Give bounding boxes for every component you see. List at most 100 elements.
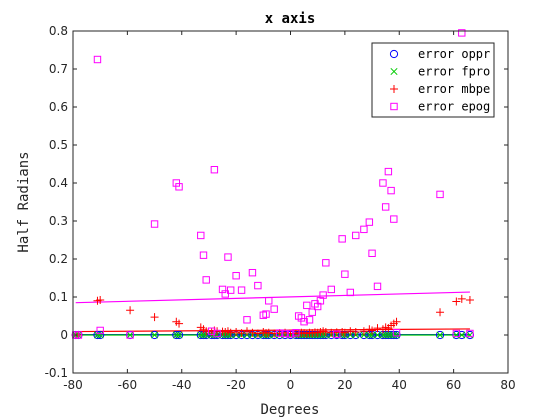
data-point <box>392 317 401 326</box>
data-point <box>172 331 180 339</box>
data-point <box>265 297 273 305</box>
data-point <box>365 218 374 226</box>
data-point <box>248 268 257 277</box>
legend-label: error epog <box>418 100 490 114</box>
data-point <box>435 330 445 340</box>
data-point <box>270 305 278 313</box>
data-point <box>308 308 316 316</box>
data-point <box>199 331 208 339</box>
legend-box <box>371 42 495 118</box>
data-point <box>458 29 466 37</box>
data-point <box>436 331 444 339</box>
data-point <box>199 251 208 259</box>
y-tick-label: 0.1 <box>49 290 68 304</box>
data-point <box>379 331 387 339</box>
x-axis-label: Degrees <box>260 402 319 418</box>
data-point <box>150 313 159 322</box>
x-tick-label: 40 <box>392 378 407 392</box>
data-point <box>346 327 355 336</box>
data-point <box>392 329 401 337</box>
data-point <box>321 327 330 336</box>
data-point <box>340 328 349 337</box>
data-point <box>305 316 314 324</box>
data-point <box>96 330 105 340</box>
data-point <box>151 331 159 339</box>
data-point <box>387 186 395 195</box>
data-point <box>436 190 444 199</box>
data-point <box>465 296 474 305</box>
data-point <box>210 166 219 174</box>
x-tick-label: -20 <box>226 378 246 392</box>
data-point <box>327 285 335 294</box>
data-point <box>254 281 262 290</box>
data-point <box>93 331 102 339</box>
data-point <box>207 327 216 335</box>
data-point <box>346 288 355 297</box>
data-point <box>232 272 240 280</box>
data-point <box>457 294 466 303</box>
data-point <box>351 327 360 336</box>
y-tick-label: 0.2 <box>49 252 68 266</box>
data-point <box>457 330 466 340</box>
data-point <box>232 327 241 336</box>
series-markers <box>72 29 474 339</box>
data-point <box>452 297 461 306</box>
data-point <box>379 179 387 187</box>
y-tick-label: 0 <box>60 328 68 342</box>
data-point <box>237 286 246 294</box>
data-point <box>172 330 181 340</box>
data-point <box>96 296 105 305</box>
x-tick-label: -80 <box>63 378 83 392</box>
legend-label: error mbpe <box>418 82 490 96</box>
data-point <box>126 331 134 339</box>
data-point <box>384 331 392 339</box>
data-point <box>368 331 376 339</box>
y-tick-label: 0.3 <box>49 214 68 228</box>
legend-label: error oppr <box>418 47 490 61</box>
data-point <box>126 331 134 339</box>
y-tick-label: -0.1 <box>45 366 68 380</box>
data-point <box>390 215 398 223</box>
data-point <box>221 290 229 298</box>
data-point <box>281 329 289 338</box>
data-point <box>93 55 102 64</box>
data-point <box>264 328 273 337</box>
data-point <box>333 330 341 338</box>
data-point <box>253 329 262 338</box>
data-point <box>352 231 360 240</box>
data-point <box>243 327 251 336</box>
data-point <box>197 331 205 339</box>
data-point <box>368 326 377 335</box>
data-point <box>197 231 205 240</box>
data-point <box>224 253 232 261</box>
x-tick-label: -60 <box>118 378 138 392</box>
legend-items: error oppr error fpro error mbpe error epog <box>389 47 490 114</box>
data-point <box>262 310 270 318</box>
data-point <box>359 327 368 336</box>
data-point <box>373 324 382 333</box>
data-point <box>286 330 295 338</box>
data-point <box>243 316 251 324</box>
y-tick-label: 0.8 <box>49 24 68 38</box>
y-tick-label: 0.6 <box>49 100 68 114</box>
data-point <box>392 331 401 339</box>
data-point <box>226 286 235 294</box>
data-point <box>360 225 368 234</box>
data-point <box>303 301 311 310</box>
data-point <box>292 329 300 337</box>
x-tick-label: 80 <box>500 378 515 392</box>
data-point <box>452 329 461 338</box>
x-tick-label: 60 <box>446 378 461 392</box>
data-point <box>466 329 474 338</box>
chart-title: x axis <box>265 11 316 27</box>
data-point <box>373 331 382 339</box>
data-point <box>175 319 184 328</box>
data-point <box>365 331 373 339</box>
trend-line <box>75 291 470 304</box>
data-markers <box>71 29 475 340</box>
x-tick-label: 0 <box>287 378 295 392</box>
data-point <box>436 308 445 317</box>
data-point <box>373 282 382 291</box>
y-tick-label: 0.5 <box>49 138 68 152</box>
